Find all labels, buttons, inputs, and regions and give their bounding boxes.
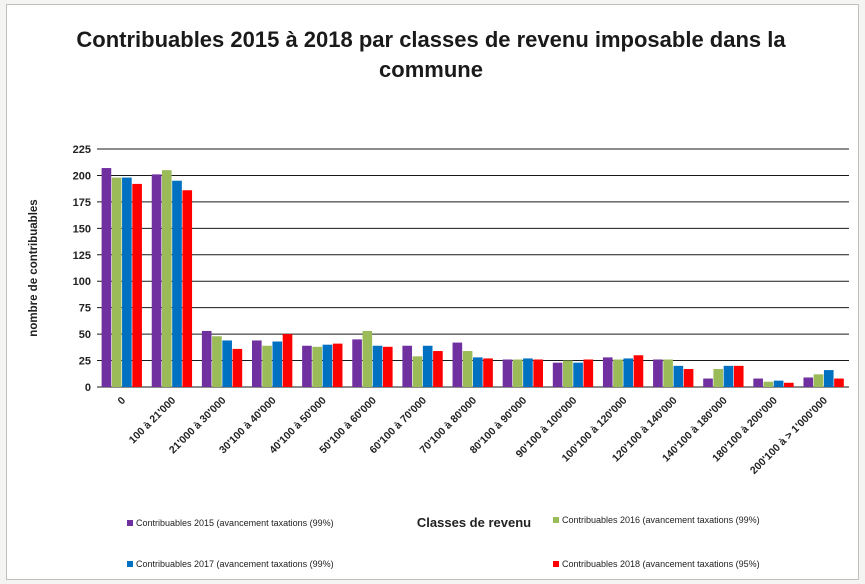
bar [372, 345, 383, 387]
bar [834, 378, 844, 387]
legend-label: Contribuables 2015 (avancement taxations… [136, 518, 334, 528]
chart-title-line-2: commune [379, 57, 483, 82]
bars [101, 168, 844, 387]
chart-title-line-1: Contribuables 2015 à 2018 par classes de… [76, 27, 786, 52]
bar [784, 382, 794, 387]
bar [352, 339, 362, 387]
y-tick-label: 75 [79, 303, 91, 315]
bar [773, 380, 784, 387]
y-tick-label: 25 [79, 356, 91, 368]
x-tick-label: 0 [116, 395, 129, 408]
bar [683, 369, 694, 387]
bar [663, 359, 673, 387]
y-tick-label: 150 [73, 223, 91, 235]
bar [312, 346, 322, 387]
bar [122, 177, 132, 387]
legend-label: Contribuables 2017 (avancement taxations… [136, 559, 334, 569]
bar [412, 356, 423, 387]
bar [262, 345, 272, 387]
bar [512, 359, 523, 387]
x-axis-label: Classes de revenu [417, 515, 531, 530]
bar [673, 365, 684, 387]
legend-swatch [127, 520, 133, 526]
bar [402, 345, 413, 387]
bar-chart: Contribuables 2015 à 2018 par classes de… [28, 27, 849, 569]
bar [201, 330, 212, 387]
bar [573, 362, 583, 387]
bar [523, 358, 533, 387]
bar [653, 359, 663, 387]
bar [422, 345, 433, 387]
bar [713, 369, 724, 387]
y-tick-label: 125 [73, 250, 91, 262]
bar [172, 180, 182, 387]
bar [753, 378, 763, 387]
bar [633, 355, 644, 387]
legend: Contribuables 2015 (avancement taxations… [127, 515, 760, 569]
bar [433, 351, 443, 387]
legend-swatch [127, 561, 133, 567]
bar [823, 370, 834, 387]
bar [733, 365, 744, 387]
bar [803, 377, 814, 387]
bar [552, 362, 563, 387]
bar [502, 359, 513, 387]
bar [362, 330, 373, 387]
bar [763, 381, 774, 387]
bar [462, 351, 473, 387]
bar [252, 340, 262, 387]
bar [322, 344, 333, 387]
y-axis-label: nombre de contribuables [28, 199, 40, 336]
bar [703, 378, 713, 387]
bar [182, 190, 193, 387]
bar [332, 343, 343, 387]
bar [161, 170, 172, 387]
bar [132, 183, 142, 387]
y-tick-label: 50 [79, 329, 91, 341]
bar [272, 341, 283, 387]
bar [613, 359, 623, 387]
bar [212, 336, 222, 387]
bar [583, 359, 594, 387]
bar [151, 174, 162, 387]
bar [302, 345, 312, 387]
y-tick-label: 100 [73, 276, 91, 288]
bar [623, 358, 634, 387]
bar [111, 177, 122, 387]
legend-swatch [553, 561, 559, 567]
chart-frame: Contribuables 2015 à 2018 par classes de… [6, 4, 859, 580]
bar [222, 340, 232, 387]
bar [382, 346, 393, 387]
bar [473, 357, 483, 387]
y-tick-label: 0 [85, 382, 91, 394]
bar [602, 357, 613, 387]
bar [563, 360, 573, 387]
bar [101, 168, 112, 387]
legend-label: Contribuables 2016 (avancement taxations… [562, 515, 760, 525]
y-tick-label: 200 [73, 170, 91, 182]
bar [232, 348, 243, 387]
y-tick-label: 175 [73, 197, 91, 209]
legend-label: Contribuables 2018 (avancement taxations… [562, 559, 760, 569]
bar [813, 374, 824, 387]
bar [723, 365, 734, 387]
bar [483, 358, 493, 387]
bar [452, 342, 463, 387]
legend-swatch [553, 517, 559, 523]
x-tick-label: 100 à 21'000 [127, 395, 179, 447]
bar [533, 359, 543, 387]
y-axis-ticks: 0 25 50 75 100 125 150 175 200 225 [73, 144, 91, 394]
bar [282, 334, 293, 387]
y-tick-label: 225 [73, 144, 91, 156]
